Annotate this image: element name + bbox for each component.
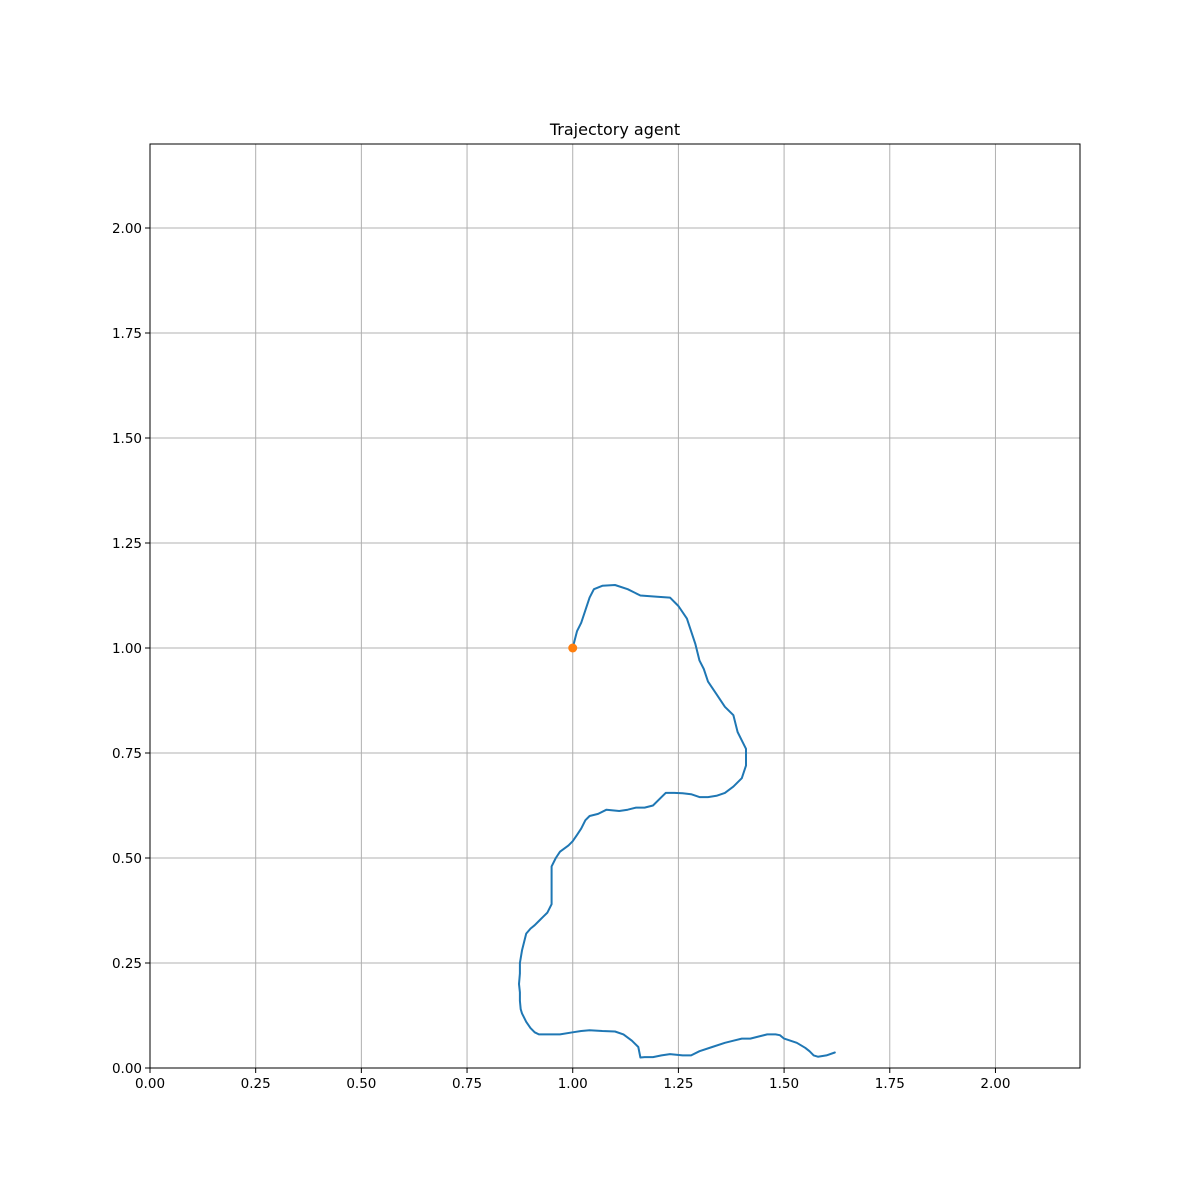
y-tick-label: 0.25: [112, 956, 142, 972]
x-axis: 0.00 0.25 0.50 0.75 1.00 1.25 1.50 1.75 2.00: [135, 1068, 1010, 1092]
trajectory-line: [518, 584, 836, 1059]
plot-frame: [149, 143, 1081, 1069]
series-layer: [518, 584, 836, 1059]
y-tick-label: 1.75: [112, 326, 142, 342]
y-tick-label: 0.50: [112, 851, 142, 867]
x-tick-label: 0.75: [452, 1076, 482, 1092]
x-tick-label: 0.00: [135, 1076, 165, 1092]
y-tick-label: 1.25: [112, 536, 142, 552]
y-tick-label: 1.50: [112, 431, 142, 447]
y-tick-label: 0.75: [112, 746, 142, 762]
x-tick-label: 1.25: [663, 1076, 693, 1092]
chart-title: Trajectory agent: [549, 120, 680, 139]
x-tick-label: 1.00: [558, 1076, 588, 1092]
y-tick-label: 0.00: [112, 1061, 142, 1077]
y-axis: 0.00 0.25 0.50 0.75 1.00 1.25 1.50 1.75 2.00: [112, 221, 150, 1077]
start-point-marker: [568, 643, 578, 653]
y-tick-label: 1.00: [112, 641, 142, 657]
x-tick-label: 1.75: [875, 1076, 905, 1092]
plot-area-background: [150, 144, 1080, 1068]
x-tick-label: 1.50: [769, 1076, 799, 1092]
x-tick-label: 0.50: [346, 1076, 376, 1092]
x-tick-label: 2.00: [980, 1076, 1010, 1092]
y-tick-label: 2.00: [112, 221, 142, 237]
x-tick-label: 0.25: [241, 1076, 271, 1092]
